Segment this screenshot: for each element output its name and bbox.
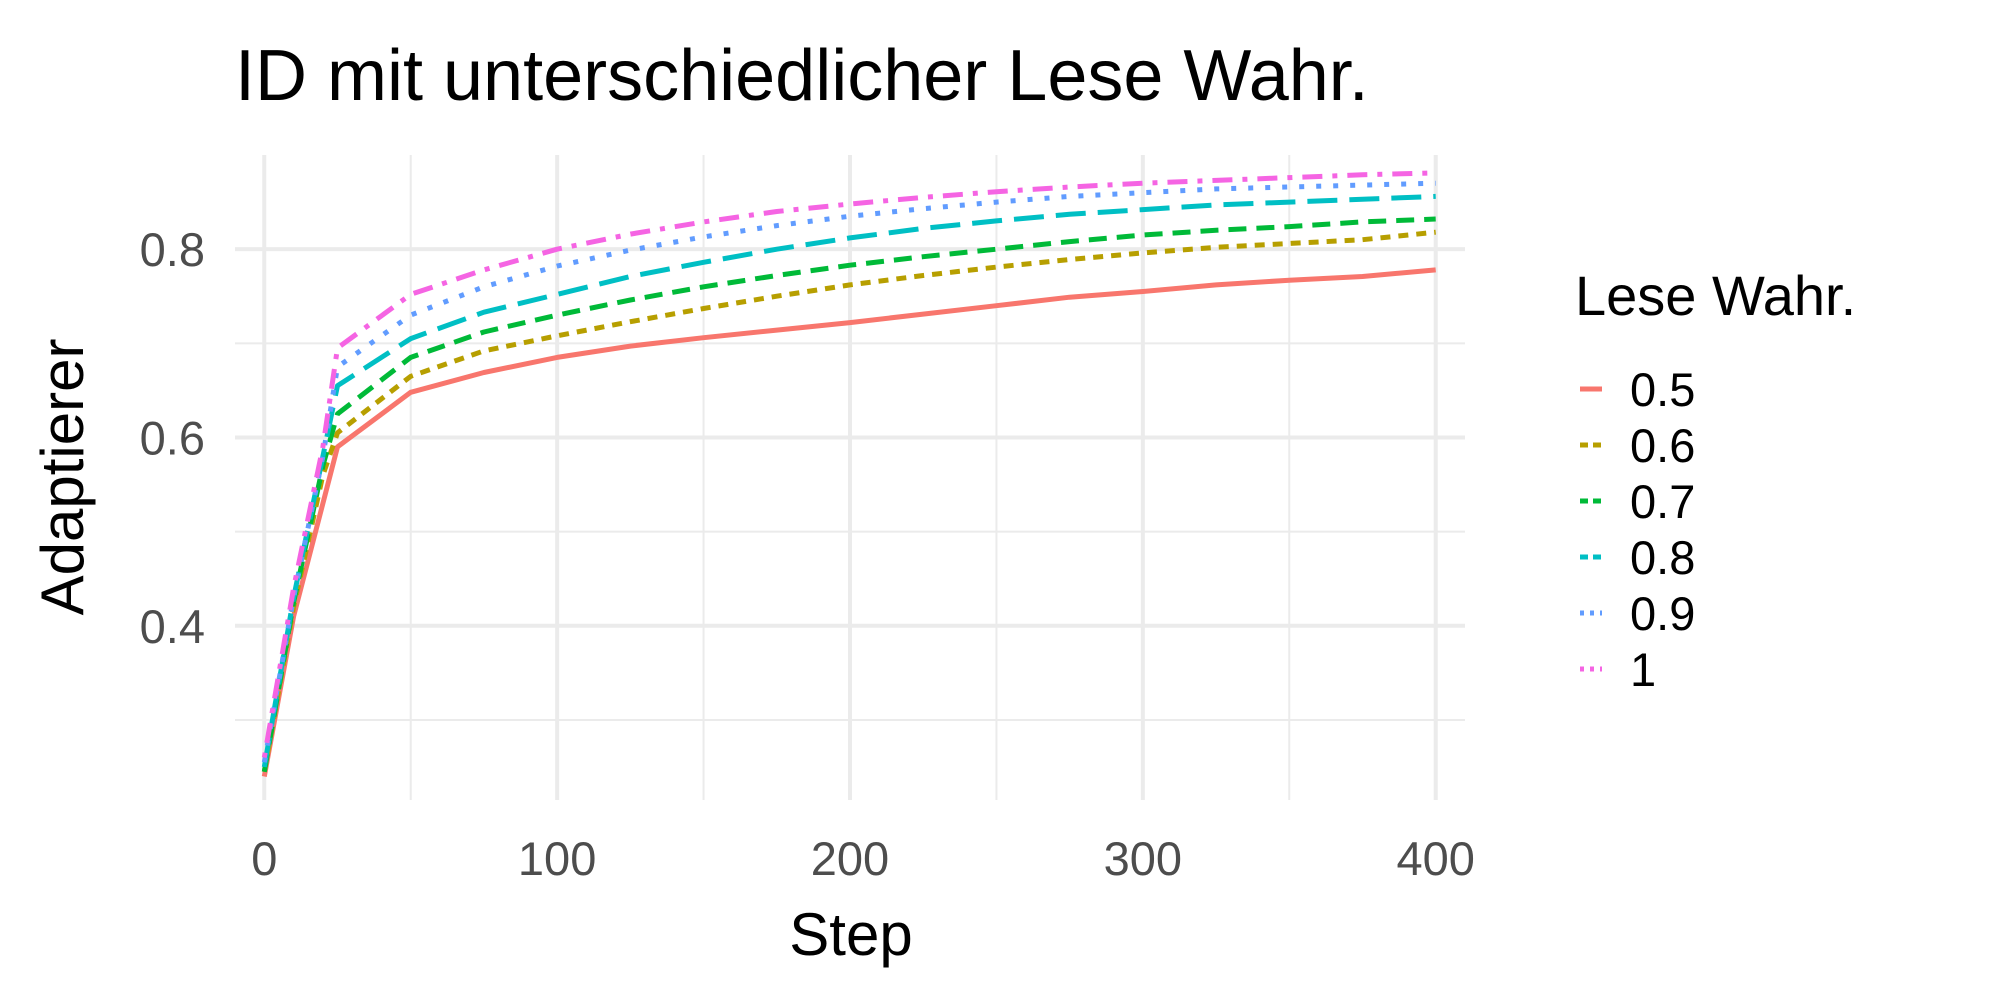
series-line-0-9 <box>261 180 1436 763</box>
series-line-0-5 <box>261 267 1436 777</box>
series-line-0-7 <box>261 216 1436 773</box>
x-tick-label: 0 <box>251 832 277 885</box>
y-axis-title: Adaptierer <box>29 339 96 616</box>
x-tick-label: 400 <box>1397 832 1475 885</box>
y-axis-ticks: 0.4 0.6 0.8 <box>140 223 205 653</box>
x-axis-ticks: 0 100 200 300 400 <box>251 832 1475 885</box>
legend: Lese Wahr. 0.50.60.70.80.91 <box>1575 264 1856 696</box>
legend-label: 0.7 <box>1630 475 1695 528</box>
legend-title: Lese Wahr. <box>1575 264 1856 327</box>
series-line-0-6 <box>261 229 1436 773</box>
y-tick-label: 0.4 <box>140 600 205 653</box>
legend-label: 1 <box>1630 643 1656 696</box>
series-line-0-8 <box>261 193 1436 768</box>
y-tick-label: 0.8 <box>140 223 205 276</box>
plot-series <box>261 170 1436 777</box>
x-tick-label: 300 <box>1104 832 1182 885</box>
chart-title: ID mit unterschiedlicher Lese Wahr. <box>235 36 1369 116</box>
legend-label: 0.5 <box>1630 363 1695 416</box>
x-axis-title: Step <box>789 901 912 968</box>
x-tick-label: 100 <box>518 832 596 885</box>
legend-label: 0.6 <box>1630 419 1695 472</box>
x-tick-label: 200 <box>811 832 889 885</box>
legend-label: 0.9 <box>1630 587 1695 640</box>
legend-items: 0.50.60.70.80.91 <box>1580 363 1695 696</box>
plot-grid <box>235 155 1465 800</box>
series-line-1 <box>261 170 1436 759</box>
legend-label: 0.8 <box>1630 531 1695 584</box>
y-tick-label: 0.6 <box>140 411 205 464</box>
